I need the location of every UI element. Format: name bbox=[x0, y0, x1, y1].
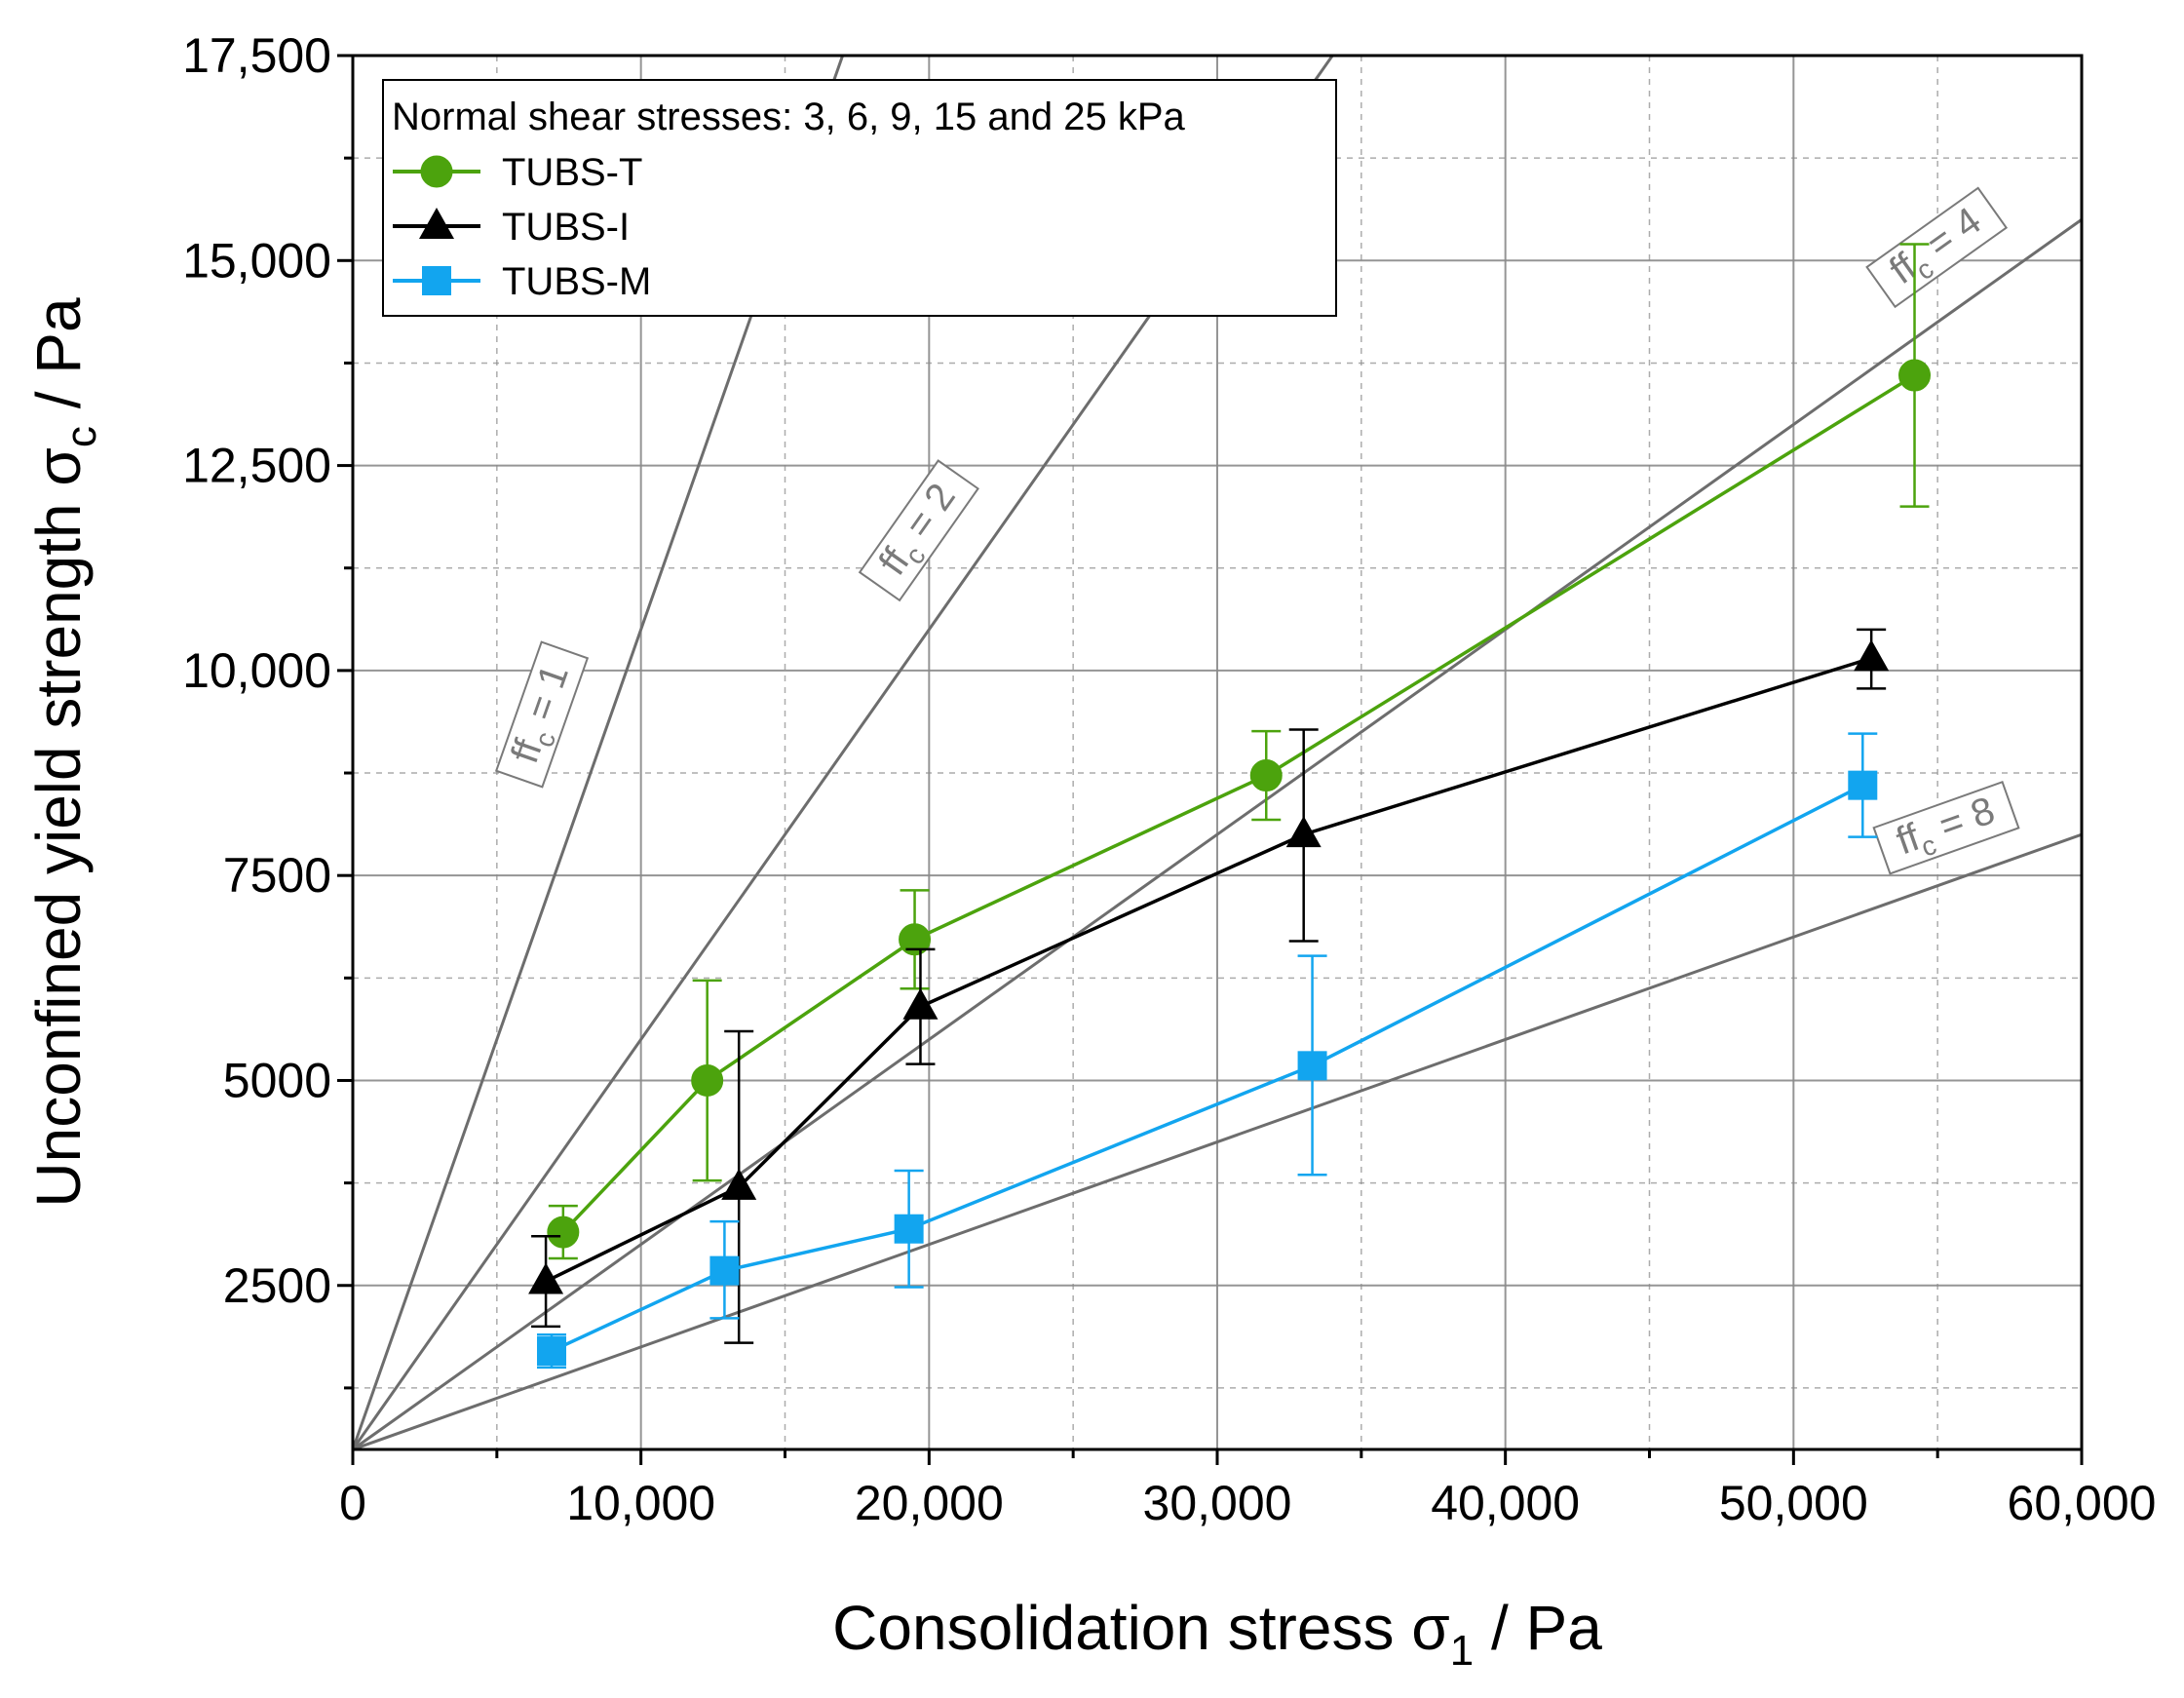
axis-ticks: 0 10,000 20,000 30,000 40,000 50,000 60,000 250… bbox=[182, 28, 2156, 1530]
x-axis-title: Consolidation stress σ1 / Pa bbox=[832, 1593, 1602, 1675]
flow-label-ffc-2: ffc = 2 bbox=[858, 459, 979, 602]
data-point-square bbox=[1848, 770, 1878, 800]
y-tick-label: 2500 bbox=[223, 1258, 331, 1313]
data-point-triangle bbox=[528, 1262, 564, 1294]
data-point-square bbox=[422, 266, 451, 295]
y-axis-title-subscript: c bbox=[57, 426, 105, 447]
y-tick-label: 10,000 bbox=[182, 643, 331, 698]
y-axis-title: Unconfined yield strength σc / Pa bbox=[23, 297, 105, 1208]
flow-label-ffc-1: ffc = 1 bbox=[494, 640, 590, 789]
flow-label-box bbox=[1865, 186, 2009, 309]
flow-line-ffc-1 bbox=[353, 56, 845, 1449]
y-tick-label: 12,500 bbox=[182, 439, 331, 493]
data-point-square bbox=[1297, 1051, 1327, 1081]
y-tick-label: 15,000 bbox=[182, 233, 331, 288]
series-tubs-i bbox=[528, 628, 1890, 1344]
data-point-square bbox=[894, 1214, 924, 1244]
x-tick-label: 20,000 bbox=[855, 1476, 1004, 1530]
x-tick-label: 50,000 bbox=[1719, 1476, 1868, 1530]
legend-label: TUBS-T bbox=[502, 151, 642, 194]
legend-label: TUBS-I bbox=[502, 206, 630, 249]
y-tick-label: 5000 bbox=[223, 1053, 331, 1107]
flow-label-box bbox=[1872, 781, 2020, 875]
data-point-triangle bbox=[1285, 816, 1322, 848]
x-axis-title-unit: / Pa bbox=[1474, 1593, 1602, 1663]
y-tick-label: 7500 bbox=[223, 848, 331, 903]
x-tick-label: 10,000 bbox=[566, 1476, 715, 1530]
data-point-square bbox=[537, 1336, 567, 1367]
x-tick-label: 0 bbox=[339, 1476, 366, 1530]
data-point-triangle bbox=[902, 987, 939, 1020]
data-point-circle bbox=[1898, 359, 1932, 392]
flow-line-ffc-4 bbox=[353, 218, 2082, 1449]
legend-entry-tubs-m: TUBS-M bbox=[393, 260, 651, 303]
x-tick-label: 60,000 bbox=[2008, 1476, 2157, 1530]
legend-entry-tubs-t: TUBS-T bbox=[393, 151, 642, 194]
legend: Normal shear stresses: 3, 6, 9, 15 and 2… bbox=[382, 79, 1337, 317]
y-tick-label: 17,500 bbox=[182, 28, 331, 83]
y-axis-title-unit: / Pa bbox=[23, 297, 94, 426]
data-point-circle bbox=[691, 1063, 724, 1097]
x-tick-label: 30,000 bbox=[1143, 1476, 1292, 1530]
data-point-circle bbox=[899, 923, 932, 956]
data-point-circle bbox=[547, 1216, 580, 1249]
data-point-circle bbox=[420, 155, 453, 188]
data-point-triangle bbox=[721, 1168, 757, 1200]
series-tubs-m bbox=[537, 732, 1878, 1370]
flow-label-box bbox=[494, 640, 590, 789]
flow-label-box bbox=[858, 459, 979, 602]
x-tick-label: 40,000 bbox=[1431, 1476, 1580, 1530]
data-point-square bbox=[709, 1255, 740, 1286]
x-axis-title-subscript: 1 bbox=[1450, 1627, 1474, 1675]
legend-box bbox=[382, 79, 1337, 317]
data-point-triangle bbox=[1854, 639, 1890, 672]
legend-entry-tubs-i: TUBS-I bbox=[393, 206, 630, 249]
legend-title: Normal shear stresses: 3, 6, 9, 15 and 2… bbox=[392, 96, 1186, 138]
data-point-circle bbox=[1249, 759, 1283, 792]
flow-line-ffc-8 bbox=[353, 832, 2082, 1449]
data-point-triangle bbox=[419, 208, 454, 239]
legend-entries: TUBS-T TUBS-I TUBS-M bbox=[393, 151, 651, 303]
series-tubs-t bbox=[547, 243, 1932, 1260]
data-series bbox=[528, 243, 1932, 1370]
legend-label: TUBS-M bbox=[502, 260, 651, 303]
